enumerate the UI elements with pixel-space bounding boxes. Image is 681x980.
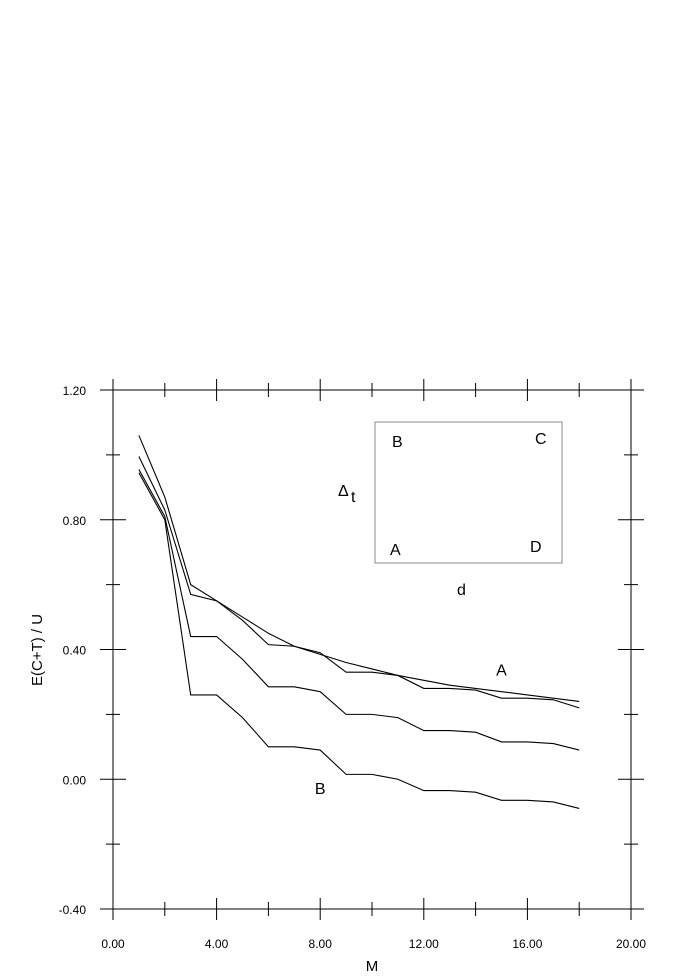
- inset-corner-top-right: C: [535, 431, 547, 448]
- curve-labels: AB: [315, 662, 507, 797]
- x-axis-label: M: [366, 958, 379, 975]
- series-line-4: [138, 472, 580, 809]
- curves: [138, 435, 580, 809]
- x-tick-label: 4.00: [205, 937, 229, 951]
- series-line-1: [138, 435, 580, 702]
- y-tick-label: -0.40: [59, 903, 87, 917]
- x-tick-label: 20.00: [616, 937, 646, 951]
- x-tick-label: 12.00: [409, 937, 439, 951]
- inset-corner-bottom-left: A: [390, 542, 401, 559]
- x-tick-label: 0.00: [101, 937, 125, 951]
- inset-diagram: B C A D Δ t d: [338, 421, 563, 599]
- plot-frame: [112, 389, 632, 910]
- inset-bottom-label: d: [457, 582, 466, 599]
- y-tick-label: 0.40: [63, 644, 87, 658]
- x-tick-label: 16.00: [512, 937, 542, 951]
- x-tick-label: 8.00: [309, 937, 333, 951]
- y-tick-label: 1.20: [63, 384, 87, 398]
- y-tick-label: 0.00: [63, 773, 87, 787]
- inset-rectangle: [374, 421, 563, 564]
- inset-corner-top-left: B: [392, 434, 403, 451]
- axis-ticks: [100, 379, 644, 920]
- inset-side-label-subscript: t: [351, 489, 356, 506]
- inset-corner-bottom-right: D: [530, 539, 542, 556]
- inset-side-label: Δ: [338, 483, 349, 500]
- series-line-3: [138, 469, 580, 751]
- series-line-2: [138, 456, 580, 709]
- y-tick-label: 0.80: [63, 514, 87, 528]
- y-axis-label: E(C+T) / U: [29, 614, 46, 686]
- curve-label-b: B: [315, 781, 326, 798]
- curve-label-a: A: [496, 662, 507, 679]
